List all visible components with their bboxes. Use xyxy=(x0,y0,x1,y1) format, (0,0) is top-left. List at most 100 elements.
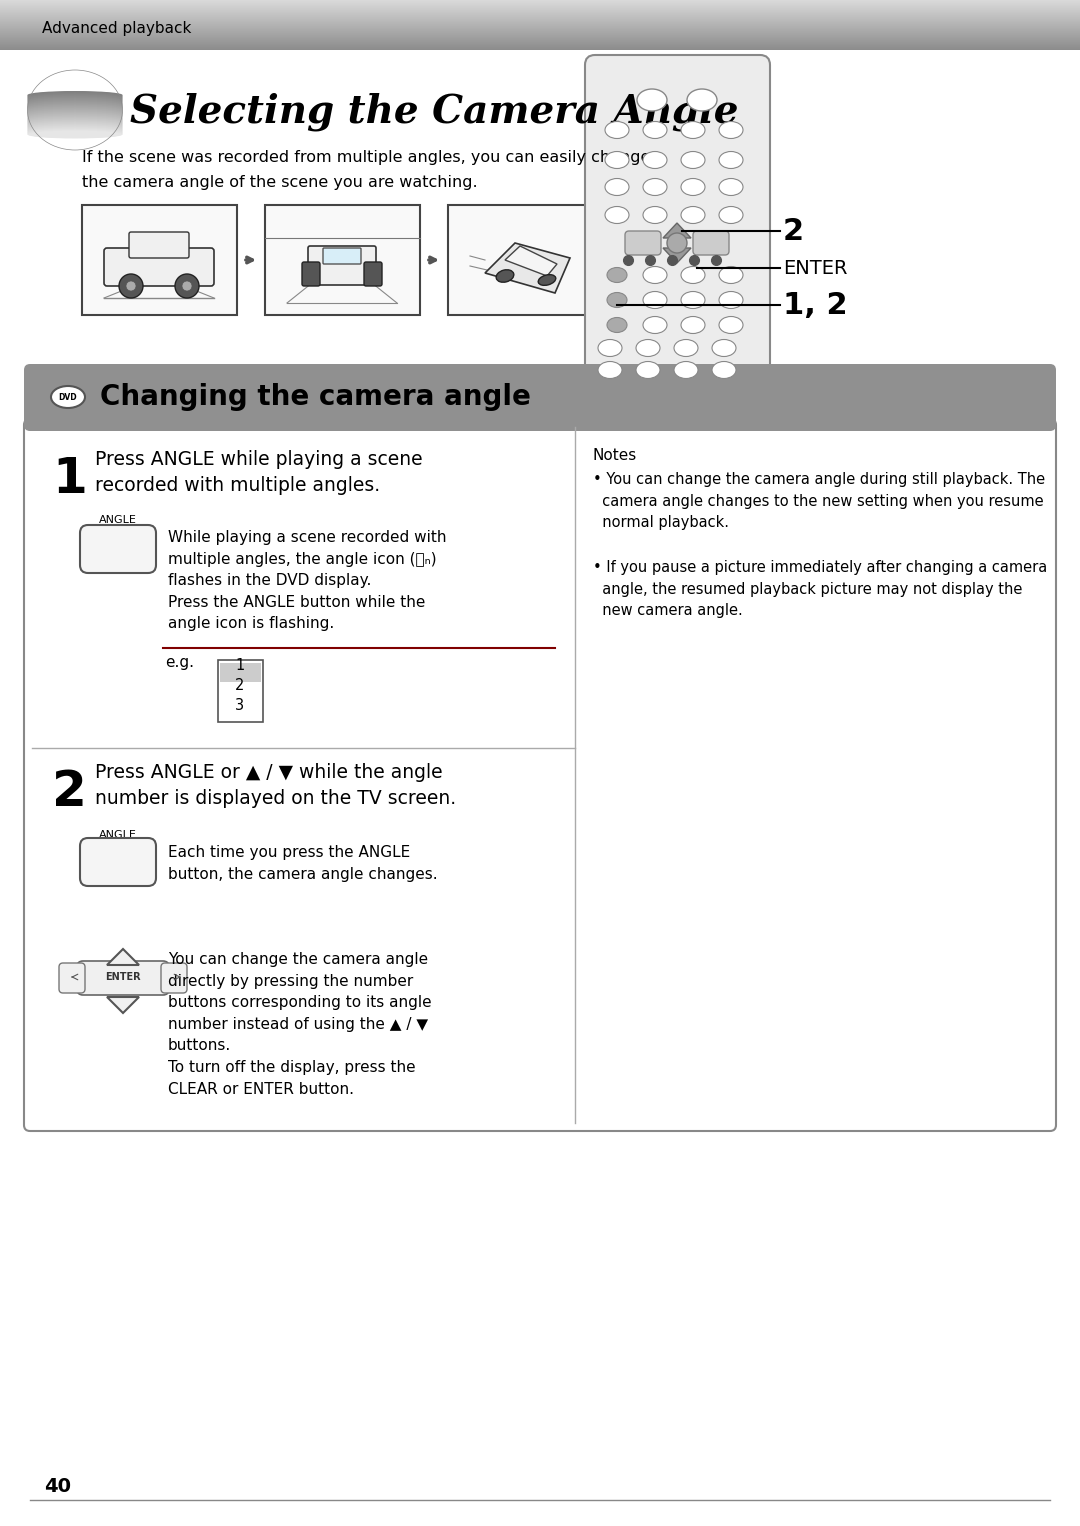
FancyBboxPatch shape xyxy=(308,246,376,285)
Ellipse shape xyxy=(27,125,122,133)
Ellipse shape xyxy=(607,267,627,282)
FancyBboxPatch shape xyxy=(625,230,661,255)
Ellipse shape xyxy=(27,125,122,133)
Ellipse shape xyxy=(27,124,122,131)
Text: e.g.: e.g. xyxy=(165,655,194,670)
FancyBboxPatch shape xyxy=(129,232,189,258)
Text: ANGLE: ANGLE xyxy=(99,514,137,525)
Bar xyxy=(218,661,264,722)
Ellipse shape xyxy=(27,102,122,110)
Ellipse shape xyxy=(598,362,622,378)
Ellipse shape xyxy=(27,102,122,110)
Ellipse shape xyxy=(27,130,122,137)
Ellipse shape xyxy=(27,125,122,133)
Text: 1: 1 xyxy=(235,658,245,673)
FancyBboxPatch shape xyxy=(24,420,1056,1131)
Ellipse shape xyxy=(27,101,122,108)
Ellipse shape xyxy=(27,116,122,124)
Ellipse shape xyxy=(27,93,122,101)
Bar xyxy=(265,204,420,314)
Ellipse shape xyxy=(27,114,122,122)
Circle shape xyxy=(175,275,199,298)
Text: 1: 1 xyxy=(52,455,86,504)
Polygon shape xyxy=(485,243,570,293)
Text: If the scene was recorded from multiple angles, you can easily change: If the scene was recorded from multiple … xyxy=(82,150,650,165)
Text: Press ANGLE or ▲ / ▼ while the angle
number is displayed on the TV screen.: Press ANGLE or ▲ / ▼ while the angle num… xyxy=(95,763,456,807)
Ellipse shape xyxy=(27,131,122,139)
Ellipse shape xyxy=(27,108,122,116)
FancyBboxPatch shape xyxy=(104,249,214,285)
Polygon shape xyxy=(663,223,691,238)
Ellipse shape xyxy=(27,121,122,128)
Ellipse shape xyxy=(27,127,122,134)
Ellipse shape xyxy=(27,118,122,127)
Ellipse shape xyxy=(27,98,122,105)
Text: Selecting the Camera Angle: Selecting the Camera Angle xyxy=(130,93,739,131)
Ellipse shape xyxy=(27,104,122,111)
Ellipse shape xyxy=(27,96,122,104)
Ellipse shape xyxy=(27,95,122,102)
Text: 2: 2 xyxy=(52,768,86,816)
Ellipse shape xyxy=(681,151,705,168)
Ellipse shape xyxy=(27,102,122,111)
Text: 1, 2: 1, 2 xyxy=(783,290,848,319)
Ellipse shape xyxy=(643,291,667,308)
Ellipse shape xyxy=(643,151,667,168)
Ellipse shape xyxy=(27,92,122,101)
Ellipse shape xyxy=(687,89,717,111)
Text: 3: 3 xyxy=(235,697,244,713)
Ellipse shape xyxy=(643,316,667,334)
Ellipse shape xyxy=(681,179,705,195)
Ellipse shape xyxy=(27,101,122,108)
Ellipse shape xyxy=(27,104,122,111)
Ellipse shape xyxy=(27,118,122,125)
Ellipse shape xyxy=(27,121,122,128)
FancyBboxPatch shape xyxy=(80,525,156,572)
Polygon shape xyxy=(107,996,139,1013)
Ellipse shape xyxy=(27,113,122,121)
Ellipse shape xyxy=(27,119,122,127)
Text: Press ANGLE while playing a scene
recorded with multiple angles.: Press ANGLE while playing a scene record… xyxy=(95,450,422,494)
Ellipse shape xyxy=(27,124,122,131)
Ellipse shape xyxy=(27,108,122,116)
Ellipse shape xyxy=(27,121,122,130)
FancyBboxPatch shape xyxy=(161,963,187,993)
Ellipse shape xyxy=(719,151,743,168)
Circle shape xyxy=(119,275,143,298)
Ellipse shape xyxy=(27,92,122,99)
Ellipse shape xyxy=(27,128,122,136)
Ellipse shape xyxy=(719,316,743,334)
Ellipse shape xyxy=(637,89,667,111)
Ellipse shape xyxy=(27,124,122,133)
Ellipse shape xyxy=(27,107,122,114)
Ellipse shape xyxy=(27,122,122,130)
Ellipse shape xyxy=(27,130,122,137)
Ellipse shape xyxy=(27,128,122,136)
Ellipse shape xyxy=(643,206,667,223)
FancyBboxPatch shape xyxy=(585,55,770,385)
Text: 40: 40 xyxy=(44,1477,71,1497)
Ellipse shape xyxy=(27,102,122,110)
Ellipse shape xyxy=(712,362,735,378)
Ellipse shape xyxy=(636,362,660,378)
Text: Notes: Notes xyxy=(593,449,637,462)
Ellipse shape xyxy=(51,386,85,407)
FancyBboxPatch shape xyxy=(24,365,1056,430)
Ellipse shape xyxy=(27,116,122,125)
Ellipse shape xyxy=(27,110,122,118)
Circle shape xyxy=(126,281,136,291)
Text: While playing a scene recorded with
multiple angles, the angle icon (⒌ₙ)
flashes: While playing a scene recorded with mult… xyxy=(168,530,446,632)
FancyBboxPatch shape xyxy=(302,262,320,285)
Ellipse shape xyxy=(27,99,122,107)
Ellipse shape xyxy=(27,110,122,118)
Ellipse shape xyxy=(27,95,122,102)
Text: ANGLE: ANGLE xyxy=(99,830,137,839)
Ellipse shape xyxy=(27,96,122,104)
Ellipse shape xyxy=(719,267,743,284)
Polygon shape xyxy=(663,249,691,262)
Ellipse shape xyxy=(719,291,743,308)
Ellipse shape xyxy=(538,275,556,285)
Ellipse shape xyxy=(605,151,629,168)
Text: DVD: DVD xyxy=(58,392,78,401)
Polygon shape xyxy=(505,246,557,276)
